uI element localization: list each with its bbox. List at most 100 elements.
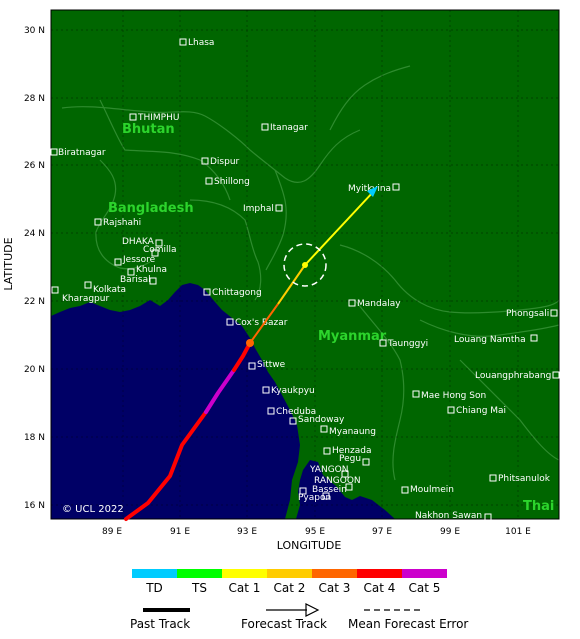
current-position-marker (246, 339, 254, 347)
country-label-bangladesh: Bangladesh (108, 201, 194, 216)
city-marker-icon (320, 425, 328, 433)
city-marker-icon (299, 487, 307, 495)
x-axis-ticks: 89 E 91 E 93 E 95 E 97 E 99 E 101 E (102, 527, 531, 537)
city-marker-icon (248, 362, 256, 370)
city-label: Phongsali (506, 309, 549, 319)
city-label: Moulmein (410, 485, 454, 495)
city-label: Myitkyina (348, 184, 391, 194)
legend-forecast-arrow-icon (305, 603, 320, 617)
x-axis-title: LONGITUDE (277, 539, 342, 552)
city-marker-icon (401, 486, 409, 494)
city-marker-icon (201, 157, 209, 165)
y-axis-ticks: 30 N 28 N 26 N 24 N 22 N 20 N 18 N 16 N (24, 26, 45, 511)
city-label: Pyapon (298, 493, 331, 503)
city-label: DHAKA (122, 237, 155, 247)
city-layer: Lhasa THIMPHU Itanagar Biratnagar Dispur Shil… (50, 38, 560, 521)
past-track-cat5 (204, 368, 236, 414)
city-label: Mandalay (357, 299, 401, 309)
city-marker-icon (179, 38, 187, 46)
legend-swatch-cat-1 (222, 569, 267, 578)
forecast-track-cat1 (304, 190, 375, 266)
x-tick-label: 101 E (505, 527, 531, 537)
city-label: THIMPHU (137, 113, 179, 123)
y-tick-label: 16 N (24, 501, 45, 511)
forecast-arrowhead (367, 186, 378, 197)
city-marker-icon (341, 470, 349, 478)
y-tick-label: 24 N (24, 229, 45, 239)
country-label-myanmar: Myanmar (318, 329, 387, 344)
city-marker-icon (262, 386, 270, 394)
city-marker-icon (151, 249, 159, 257)
city-label: Phitsanulok (498, 474, 551, 484)
city-marker-icon (50, 148, 58, 156)
city-marker-icon (447, 406, 455, 414)
city-label: Cheduba (276, 407, 316, 417)
x-tick-label: 97 E (372, 527, 392, 537)
x-tick-label: 99 E (440, 527, 460, 537)
city-label: Pegu (339, 454, 361, 464)
x-tick-label: 93 E (237, 527, 257, 537)
legend-category-label: Cat 5 (409, 581, 441, 595)
city-marker-icon (94, 218, 102, 226)
city-marker-icon (84, 281, 92, 289)
forecast-track-cat2 (277, 264, 306, 305)
city-marker-icon (348, 299, 356, 307)
city-label: Henzada (332, 446, 371, 456)
forecast-track-cat3 (249, 303, 279, 344)
city-label: Kyaukpyu (271, 386, 315, 396)
copyright-text: © UCL 2022 (62, 504, 124, 515)
city-label: Comilla (143, 245, 177, 255)
y-axis-title: LATITUDE (2, 237, 15, 290)
past-track-cat4 (124, 410, 208, 521)
y-tick-label: 26 N (24, 161, 45, 171)
city-label: Bassein (312, 485, 347, 495)
city-marker-icon (203, 288, 211, 296)
city-marker-icon (392, 183, 400, 191)
legend-swatch-cat-3 (312, 569, 357, 578)
city-marker-icon (155, 239, 163, 247)
city-label: Nakhon Sawan (415, 511, 482, 521)
city-marker-icon (129, 113, 137, 121)
city-marker-icon (127, 268, 135, 276)
intensity-legend: TD TS Cat 1 Cat 2 Cat 3 Cat 4 Cat 5 (132, 569, 447, 595)
city-marker-icon (322, 492, 330, 500)
city-label: Mae Hong Son (421, 391, 486, 401)
city-marker-icon (226, 318, 234, 326)
city-marker-icon (552, 371, 560, 379)
legend-swatch-cat-2 (267, 569, 312, 578)
country-borders (61, 65, 559, 481)
legend-mean-error-label: Mean Forecast Error (348, 617, 468, 631)
legend-category-label: Cat 4 (364, 581, 396, 595)
city-marker-icon (362, 458, 370, 466)
legend-swatch-cat-5 (402, 569, 447, 578)
city-label: Khulna (136, 265, 167, 275)
city-marker-icon (379, 339, 387, 347)
city-marker-icon (489, 474, 497, 482)
city-label: Jessore (122, 255, 156, 265)
legend-category-label: TS (191, 581, 207, 595)
city-label: Myanaung (329, 427, 376, 437)
legend-category-label: Cat 2 (274, 581, 306, 595)
legend-forecast-track-label: Forecast Track (241, 617, 327, 631)
y-tick-label: 28 N (24, 94, 45, 104)
city-label: Kolkata (93, 285, 126, 295)
city-label: Lhasa (188, 38, 214, 48)
city-label: Cox's Bazar (235, 318, 288, 328)
forecast-point-marker (302, 262, 308, 268)
city-marker-icon (205, 177, 213, 185)
y-tick-label: 30 N (24, 26, 45, 36)
city-marker-icon (114, 258, 122, 266)
y-tick-label: 18 N (24, 433, 45, 443)
city-label: Sandoway (298, 415, 345, 425)
city-marker-icon (51, 286, 59, 294)
city-marker-icon (289, 417, 297, 425)
city-label: Barisal (120, 275, 151, 285)
legend-swatch-td (132, 569, 177, 578)
city-marker-icon (261, 123, 269, 131)
y-tick-label: 20 N (24, 365, 45, 375)
city-marker-icon (345, 483, 353, 491)
city-label: Itanagar (270, 123, 308, 133)
city-label: Kharagpur (62, 294, 109, 304)
legend-category-label: Cat 3 (319, 581, 351, 595)
